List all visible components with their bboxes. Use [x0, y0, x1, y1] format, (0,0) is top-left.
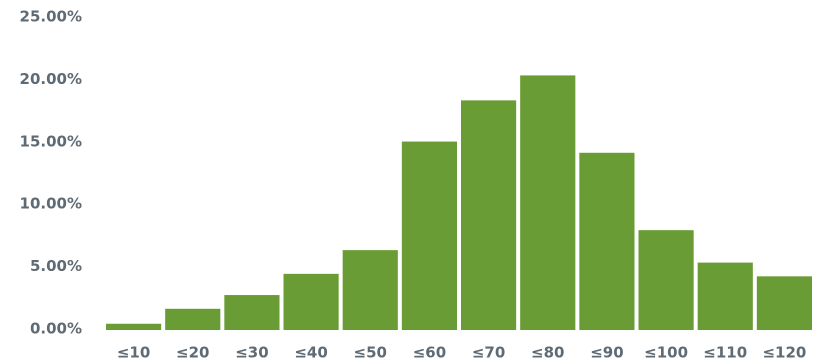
bar	[579, 152, 635, 330]
bar	[461, 100, 517, 330]
x-tick-label: ≤40	[294, 344, 327, 362]
y-tick-label: 5.00%	[30, 257, 82, 275]
bar	[638, 230, 694, 330]
x-tick-label: ≤10	[117, 344, 150, 362]
bar	[401, 141, 457, 330]
y-tick-label: 15.00%	[20, 132, 82, 150]
bar	[165, 308, 221, 330]
bars	[106, 75, 812, 331]
x-tick-label: ≤110	[703, 344, 747, 362]
y-tick-label: 20.00%	[20, 70, 82, 88]
x-tick-label: ≤30	[235, 344, 268, 362]
x-tick-label: ≤90	[590, 344, 623, 362]
bar	[224, 295, 280, 330]
y-tick-label: 25.00%	[20, 8, 82, 26]
x-tick-label: ≤80	[531, 344, 564, 362]
x-tick-label: ≤20	[176, 344, 209, 362]
bar	[342, 250, 398, 330]
bar	[520, 75, 576, 331]
x-axis: ≤10 ≤20 ≤30 ≤40 ≤50 ≤60 ≤70 ≤80 ≤90 ≤100 ≤110 ≤120	[117, 344, 807, 362]
bar	[756, 276, 812, 330]
y-tick-label: 0.00%	[30, 320, 82, 338]
bar	[106, 323, 162, 330]
x-tick-label: ≤120	[762, 344, 806, 362]
x-tick-label: ≤50	[354, 344, 387, 362]
bar	[697, 262, 753, 330]
bar	[283, 273, 339, 330]
x-tick-label: ≤100	[644, 344, 688, 362]
x-tick-label: ≤70	[472, 344, 505, 362]
y-axis: 0.00% 5.00% 10.00% 15.00% 20.00% 25.00%	[20, 8, 82, 338]
x-tick-label: ≤60	[413, 344, 446, 362]
y-tick-label: 10.00%	[20, 195, 82, 213]
